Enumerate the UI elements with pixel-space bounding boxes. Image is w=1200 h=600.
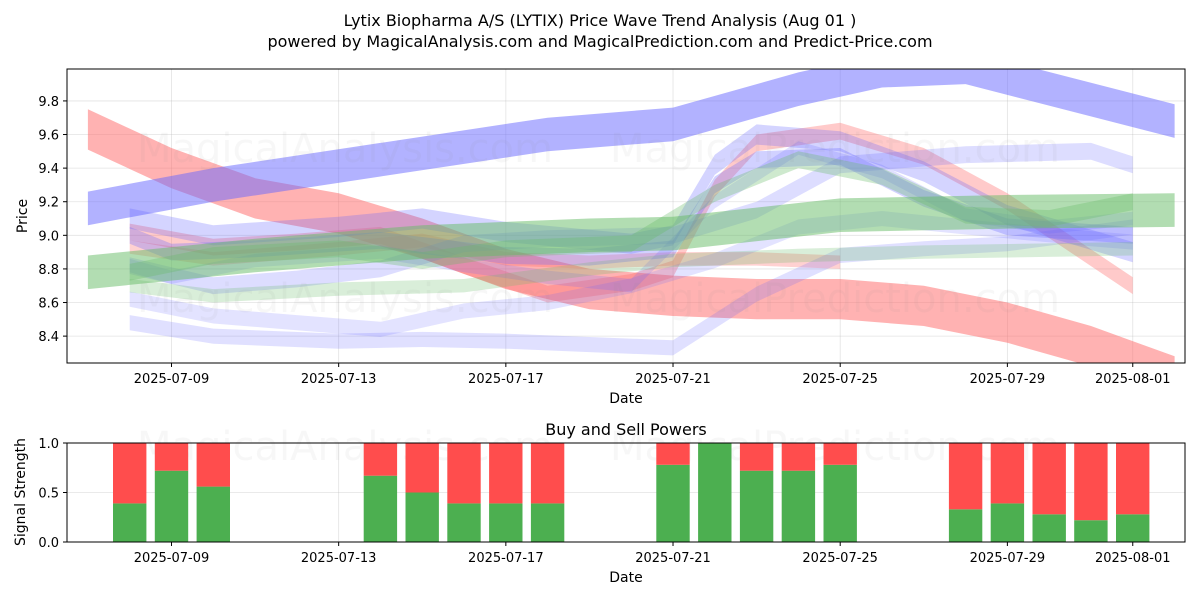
- buy-sell-power-chart: Buy and Sell Powers MagicalAnalysis.com …: [13, 420, 1186, 586]
- power-y-tick-label: 1.0: [38, 437, 59, 452]
- power-y-ticks: 0.0 0.5 1.0: [38, 437, 67, 551]
- sell-bar: [530, 443, 565, 504]
- price-band-red-0: [87, 109, 1175, 363]
- buy-bar: [948, 509, 983, 542]
- sell-bar: [656, 443, 690, 465]
- figure-subtitle: powered by MagicalAnalysis.com and Magic…: [267, 32, 932, 51]
- buy-bar: [1074, 520, 1108, 542]
- sell-bar: [154, 443, 189, 471]
- buy-bar: [530, 503, 565, 542]
- price-wave-chart: MagicalAnalysis.com MagicalPrediction.co…: [15, 68, 1186, 407]
- sell-bar: [823, 443, 857, 465]
- sell-bar: [405, 443, 439, 493]
- price-band-blue-8: [129, 211, 1133, 337]
- power-x-tick-label: 2025-07-25: [802, 551, 878, 566]
- sell-bar: [363, 443, 398, 476]
- sell-bar: [781, 443, 816, 471]
- power-y-axis-label: Signal Strength: [13, 438, 29, 546]
- power-x-tick-label: 2025-07-13: [301, 551, 377, 566]
- sell-bar: [1116, 443, 1150, 515]
- power-chart-title: Buy and Sell Powers: [545, 420, 707, 439]
- buy-bar: [698, 443, 732, 542]
- price-y-tick-label: 9.4: [38, 162, 59, 177]
- sell-bar: [948, 443, 983, 510]
- price-y-tick-label: 9.2: [38, 196, 59, 211]
- power-bars: [113, 443, 1150, 542]
- price-x-tick-label: 2025-07-25: [802, 372, 878, 387]
- price-x-tick-label: 2025-07-17: [468, 372, 544, 387]
- price-bands: [87, 69, 1175, 363]
- price-y-tick-label: 8.8: [38, 263, 59, 278]
- buy-bar: [405, 492, 439, 542]
- buy-bar: [1116, 514, 1150, 542]
- buy-bar: [113, 503, 147, 542]
- price-y-tick-label: 8.4: [38, 330, 59, 345]
- price-band-green-10: [87, 193, 1175, 290]
- sell-bar: [447, 443, 481, 504]
- power-x-tick-label: 2025-07-09: [134, 551, 210, 566]
- buy-bar: [447, 503, 481, 542]
- price-y-tick-label: 9.6: [38, 129, 59, 144]
- power-x-tick-label: 2025-07-29: [970, 551, 1046, 566]
- sell-bar: [196, 443, 230, 487]
- power-y-tick-label: 0.5: [38, 487, 59, 502]
- price-x-axis-label: Date: [609, 391, 642, 407]
- buy-bar: [990, 503, 1025, 542]
- price-y-tick-label: 8.6: [38, 297, 59, 312]
- sell-bar: [990, 443, 1025, 504]
- buy-bar: [154, 470, 189, 542]
- power-x-tick-label: 2025-07-17: [468, 551, 544, 566]
- buy-bar: [1032, 514, 1066, 542]
- figure-title: Lytix Biopharma A/S (LYTIX) Price Wave T…: [344, 11, 857, 30]
- power-y-tick-label: 0.0: [38, 536, 59, 551]
- sell-bar: [113, 443, 147, 504]
- watermark-analysis-top: MagicalAnalysis.com: [137, 126, 553, 172]
- watermark-prediction-top: MagicalPrediction.com: [610, 126, 1060, 172]
- price-x-tick-label: 2025-08-01: [1095, 372, 1171, 387]
- price-x-ticks: 2025-07-09 2025-07-13 2025-07-17 2025-07-21…: [134, 363, 1171, 387]
- buy-bar: [739, 470, 774, 542]
- price-plot-frame: [66, 68, 1186, 364]
- buy-bar: [781, 470, 816, 542]
- watermark-prediction-bottom: MagicalPrediction.com: [610, 276, 1060, 322]
- buy-bar: [656, 464, 690, 542]
- price-band-blue-3: [87, 69, 1175, 226]
- buy-bar: [823, 464, 857, 542]
- price-band-blue-7: [129, 219, 1133, 356]
- sell-bar: [1032, 443, 1066, 515]
- power-x-tick-label: 2025-08-01: [1095, 551, 1171, 566]
- sell-bar: [1074, 443, 1108, 521]
- price-band-green-11: [129, 151, 1133, 281]
- price-band-group: [87, 69, 1175, 363]
- price-y-tick-label: 9.8: [38, 95, 59, 110]
- watermark-analysis-bottom: MagicalAnalysis.com: [137, 276, 553, 322]
- buy-bar: [489, 503, 523, 542]
- sell-bar: [739, 443, 774, 471]
- price-x-tick-label: 2025-07-29: [970, 372, 1046, 387]
- price-y-tick-label: 9.0: [38, 229, 59, 244]
- sell-bar: [489, 443, 523, 504]
- power-x-ticks: 2025-07-09 2025-07-13 2025-07-17 2025-07-21…: [134, 542, 1171, 566]
- price-band-blue-5: [129, 124, 1133, 263]
- price-x-tick-label: 2025-07-13: [301, 372, 377, 387]
- price-band-green-12: [129, 242, 1133, 303]
- price-x-tick-label: 2025-07-09: [134, 372, 210, 387]
- price-band-blue-6: [129, 142, 1133, 295]
- power-x-tick-label: 2025-07-21: [635, 551, 711, 566]
- price-y-axis-label: Price: [15, 199, 31, 233]
- price-y-ticks: 8.4 8.6 8.8 9.0 9.2 9.4 9.6 9.8: [38, 95, 67, 345]
- buy-bar: [196, 486, 230, 542]
- buy-bar: [363, 475, 398, 542]
- price-x-tick-label: 2025-07-21: [635, 372, 711, 387]
- power-x-axis-label: Date: [609, 570, 642, 586]
